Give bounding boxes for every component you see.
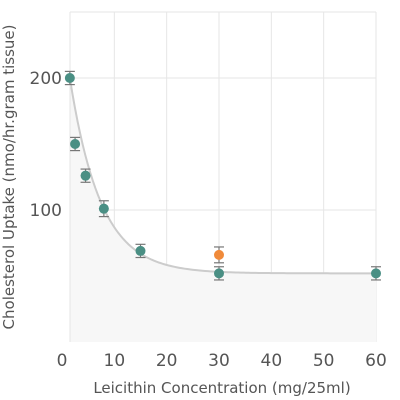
data-point [214,268,224,279]
x-tick-label: 20 [156,351,178,371]
data-point [98,203,109,214]
x-tick-label: 30 [208,351,230,371]
x-tick-label: 10 [104,351,126,371]
data-point [70,139,81,149]
y-axis-title: Cholesterol Uptake (nmo/hr.gram tissue) [0,25,18,330]
data-point [371,268,381,279]
y-tick-labels: 100 200 [30,69,62,221]
data-point [64,73,75,83]
data-point [80,170,91,181]
fit-curve-fill [69,78,376,342]
y-tick-label: 100 [30,201,62,221]
x-tick-label: 0 [57,351,68,371]
data-points [64,73,381,279]
data-point-highlight [214,249,224,260]
x-tick-labels: 0 10 20 30 40 50 60 [57,351,387,371]
x-tick-label: 50 [313,351,335,371]
data-point [135,245,146,256]
x-tick-label: 60 [365,351,387,371]
x-tick-label: 40 [261,351,283,371]
y-tick-label: 200 [30,69,62,89]
x-axis-title: Leicithin Concentration (mg/25ml) [93,379,350,397]
